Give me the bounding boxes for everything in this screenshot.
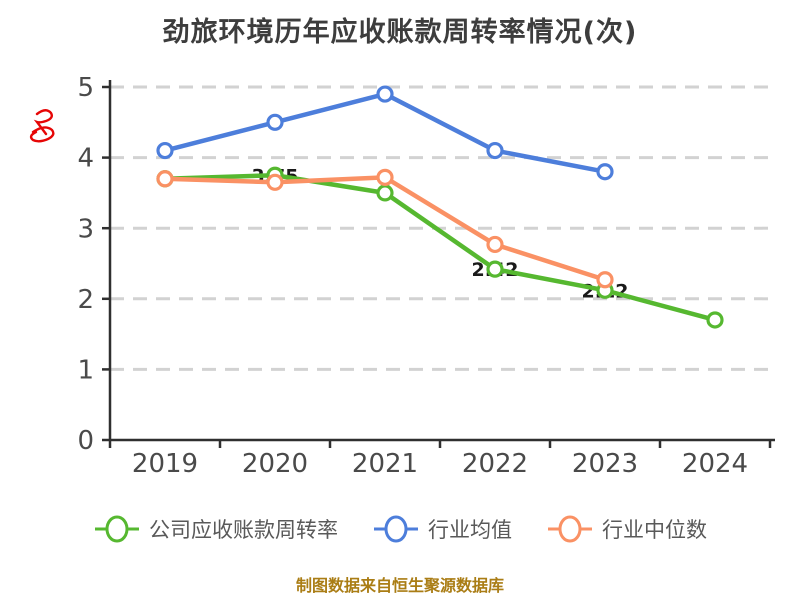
svg-text:2024: 2024 — [682, 449, 748, 479]
x-axis-labels: 2019 2020 2021 2022 2023 2024 — [132, 449, 748, 479]
series-points-2 — [156, 168, 614, 289]
series-points-0 — [156, 166, 724, 329]
legend-marker-company-icon — [95, 515, 139, 543]
series-points-1 — [156, 85, 614, 181]
svg-text:2021: 2021 — [352, 449, 418, 479]
axes — [102, 80, 775, 448]
svg-text:4: 4 — [77, 144, 94, 174]
footer-note: 制图数据来自恒生聚源数据库 — [295, 576, 504, 595]
legend-label-industry-median: 行业中位数 — [602, 518, 707, 542]
svg-text:1: 1 — [77, 356, 94, 386]
svg-text:2: 2 — [77, 285, 94, 315]
legend-marker-industry-median-icon — [548, 515, 592, 543]
svg-text:2022: 2022 — [462, 449, 528, 479]
series-line-0 — [162, 173, 718, 323]
chart-title: 劲旅环境历年应收账款周转率情况(次) — [162, 17, 638, 48]
svg-text:3: 3 — [77, 214, 94, 244]
legend-item-industry-median: 行业中位数 — [546, 514, 707, 544]
legend: 公司应收账款周转率 行业均值 行业中位数 — [0, 514, 800, 544]
gridlines — [110, 85, 770, 371]
legend-label-company: 公司应收账款周转率 — [149, 518, 338, 542]
red-scribble-mark — [29, 109, 55, 143]
svg-text:2019: 2019 — [132, 449, 198, 479]
svg-text:0: 0 — [77, 426, 94, 456]
legend-marker-industry-mean-icon — [374, 515, 418, 543]
legend-item-company: 公司应收账款周转率 — [93, 514, 338, 544]
svg-text:2023: 2023 — [572, 449, 638, 479]
series-line-1 — [162, 91, 608, 174]
legend-label-industry-mean: 行业均值 — [428, 518, 512, 542]
svg-text:2020: 2020 — [242, 449, 308, 479]
y-axis-labels: 0 1 2 3 4 5 — [77, 73, 94, 456]
svg-text:5: 5 — [77, 73, 94, 103]
legend-item-industry-mean: 行业均值 — [372, 514, 512, 544]
